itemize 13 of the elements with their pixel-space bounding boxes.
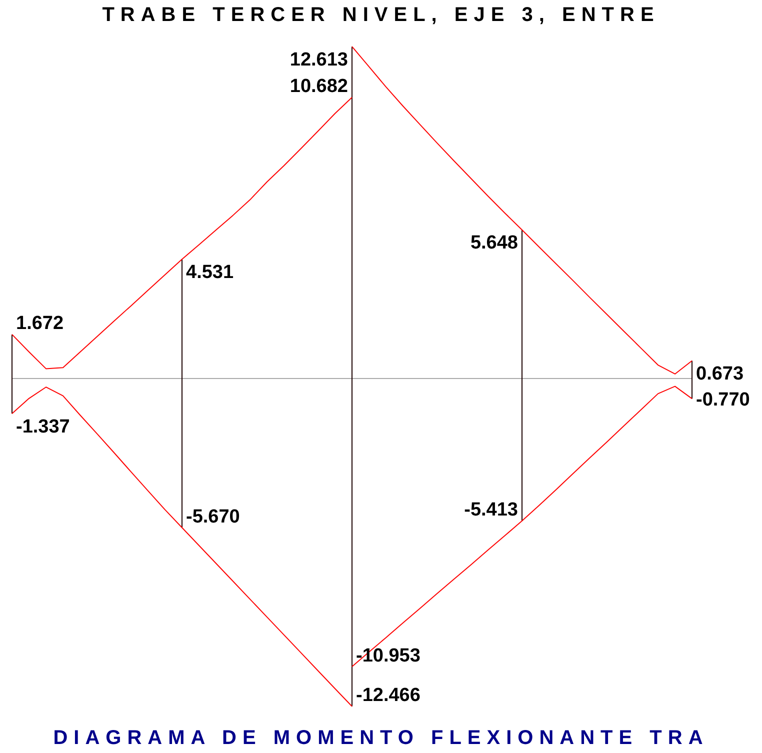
data-label: 0.673 <box>696 363 744 384</box>
chart-title: TRABE TERCER NIVEL, EJE 3, ENTRE <box>101 3 661 28</box>
data-label: -0.770 <box>696 389 750 410</box>
data-label: 4.531 <box>186 262 234 283</box>
data-label: 12.613 <box>290 49 348 70</box>
data-label: -5.670 <box>186 506 240 528</box>
data-label: -1.337 <box>16 416 70 438</box>
text: DIAGRAMA DE MOMENTO FLEXIONANTE TRA <box>52 726 710 751</box>
data-label: 1.672 <box>16 313 64 334</box>
data-label: -5.413 <box>464 500 518 521</box>
data-label: 5.648 <box>470 232 518 254</box>
data-label: -12.466 <box>356 685 420 706</box>
data-label: 10.682 <box>290 76 348 98</box>
